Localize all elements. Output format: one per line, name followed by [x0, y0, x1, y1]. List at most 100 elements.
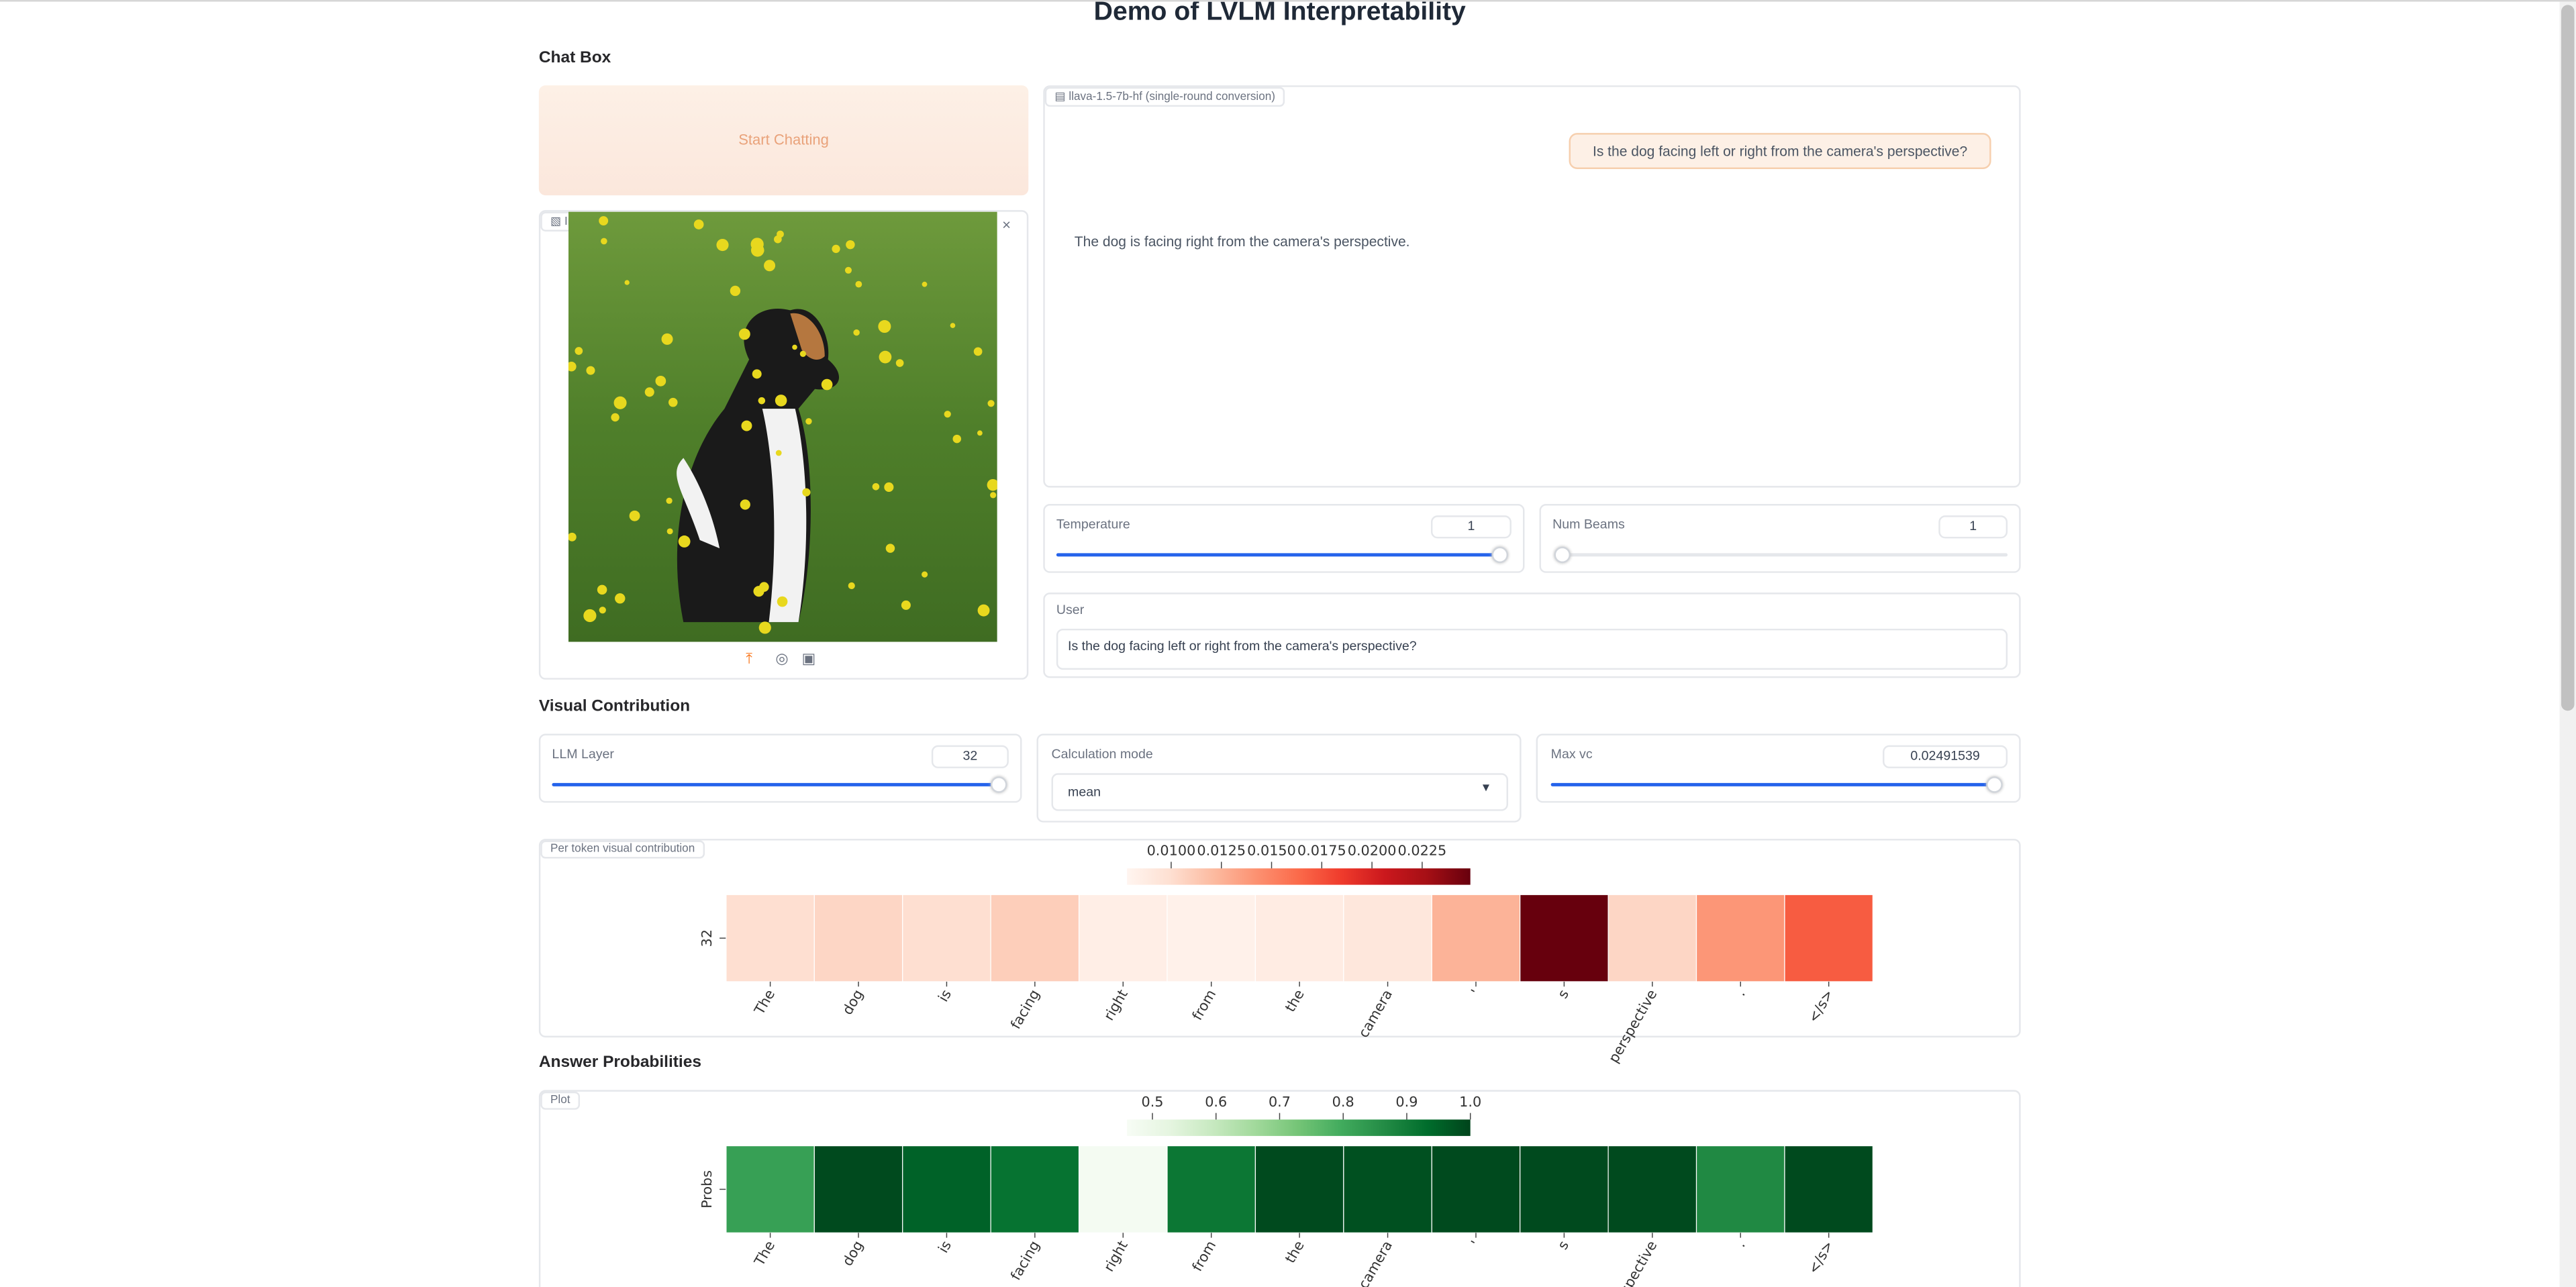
heatmap-cell — [726, 894, 815, 982]
x-tick-label: facing — [1007, 987, 1043, 1032]
flower — [775, 395, 787, 407]
section-heading: Chat Box — [538, 49, 611, 68]
x-tick-label: perspective — [1605, 987, 1661, 1066]
colorbar-tick-label: 0.0100 — [1147, 843, 1196, 859]
heatmap-cell — [990, 1145, 1080, 1233]
flower — [944, 411, 951, 418]
heatmap-cell — [1254, 1145, 1344, 1233]
colorbar-tick-label: 0.8 — [1332, 1094, 1354, 1110]
flower — [901, 600, 911, 610]
flower — [922, 281, 928, 287]
start-button[interactable]: Start Chatting — [538, 85, 1029, 196]
flower — [613, 396, 627, 409]
temperature-input[interactable]: 1 — [1430, 515, 1512, 539]
user-textbox[interactable]: Is the dog facing left or right from the… — [1056, 628, 2008, 670]
x-tick-label: facing — [1007, 1238, 1043, 1283]
flower — [575, 347, 583, 355]
webcam-icon[interactable]: ◎ — [775, 650, 789, 667]
flower — [872, 482, 880, 491]
flower — [950, 323, 956, 328]
chatbot-label-text: llava-1.5-7b-hf (single-round conversion… — [1069, 91, 1275, 104]
num-beams-input[interactable]: 1 — [1938, 515, 2008, 539]
colorbar-tick-label: 0.9 — [1395, 1094, 1418, 1110]
flower — [678, 535, 691, 548]
flower — [597, 584, 607, 595]
slider-thumb[interactable] — [1986, 776, 2003, 793]
flower — [611, 413, 620, 422]
colorbar — [1127, 868, 1471, 885]
colorbar-tick-label: 0.5 — [1141, 1094, 1163, 1110]
flower — [615, 593, 626, 604]
slider-thumb[interactable] — [1491, 546, 1508, 564]
num-beams-label: Num Beams — [1552, 517, 1625, 532]
temperature-slider[interactable] — [1056, 553, 1500, 557]
heatmap-cell — [726, 1145, 815, 1233]
flower — [832, 244, 840, 254]
flower — [878, 320, 891, 333]
flower — [758, 621, 771, 634]
x-tick-label: The — [751, 1238, 779, 1269]
heatmap-cell — [1695, 1145, 1785, 1233]
max-vc-input[interactable]: 0.02491539 — [1883, 745, 2008, 768]
flower — [973, 347, 983, 356]
flower — [922, 571, 928, 578]
heatmap-cell — [1520, 894, 1609, 982]
heatmap-cell — [1078, 894, 1168, 982]
calc-mode-dropdown[interactable]: mean ▼ — [1051, 773, 1508, 811]
llm-layer-slider[interactable] — [552, 782, 993, 786]
flower — [987, 400, 995, 407]
flower — [764, 260, 776, 272]
flower — [792, 344, 797, 350]
slider-thumb[interactable] — [1554, 546, 1571, 564]
x-tick-label: from — [1189, 987, 1219, 1023]
calc-mode-value: mean — [1068, 784, 1101, 800]
calc-mode-panel — [1036, 733, 1522, 823]
x-tick-label: the — [1282, 987, 1307, 1015]
heatmap-cell — [1520, 1145, 1609, 1233]
flower — [740, 499, 750, 510]
flower — [758, 397, 766, 405]
page-title: Demo of LVLM Interpretability — [1093, 0, 1466, 27]
heatmap-cell — [1431, 1145, 1521, 1233]
llm-layer-label: LLM Layer — [552, 747, 614, 762]
flower — [655, 375, 666, 387]
flower — [583, 609, 597, 623]
flower — [853, 329, 860, 336]
upload-icon[interactable]: ⤒ — [746, 650, 753, 667]
temperature-label: Temperature — [1056, 517, 1130, 532]
slider-thumb[interactable] — [990, 776, 1007, 793]
flower — [661, 333, 673, 345]
x-tick-label: right — [1101, 987, 1131, 1023]
heatmap-cell — [1607, 894, 1697, 982]
num-beams-slider[interactable] — [1562, 553, 2008, 557]
flower — [666, 528, 673, 535]
flower — [895, 359, 904, 367]
flower — [568, 361, 577, 372]
calc-mode-label: Calculation mode — [1051, 747, 1153, 762]
bot-message: The dog is facing right from the camera'… — [1074, 233, 1410, 250]
clipboard-icon[interactable]: ▣ — [801, 650, 816, 667]
heatmap-cell — [1431, 894, 1521, 982]
flower — [777, 596, 788, 607]
llm-layer-input[interactable]: 32 — [931, 745, 1009, 768]
colorbar-tick-label: 1.0 — [1459, 1094, 1481, 1110]
max-vc-slider[interactable] — [1550, 782, 1991, 786]
x-tick-label: s — [1554, 1238, 1572, 1252]
flower — [987, 478, 997, 491]
x-tick-label: right — [1101, 1238, 1131, 1274]
num-beams-panel — [1539, 504, 2021, 573]
flower — [629, 510, 640, 521]
heatmap-cell — [1607, 1145, 1697, 1233]
plot-label: Plot — [540, 1091, 581, 1110]
flower — [750, 238, 764, 251]
flower — [952, 434, 961, 444]
colorbar — [1127, 1119, 1471, 1136]
flower — [730, 285, 741, 297]
scrollbar-thumb[interactable] — [2561, 5, 2575, 711]
heatmap-cell — [813, 894, 903, 982]
flower — [624, 280, 630, 285]
flower — [716, 238, 729, 252]
close-button[interactable]: × — [1002, 216, 1011, 234]
flower — [774, 235, 782, 244]
